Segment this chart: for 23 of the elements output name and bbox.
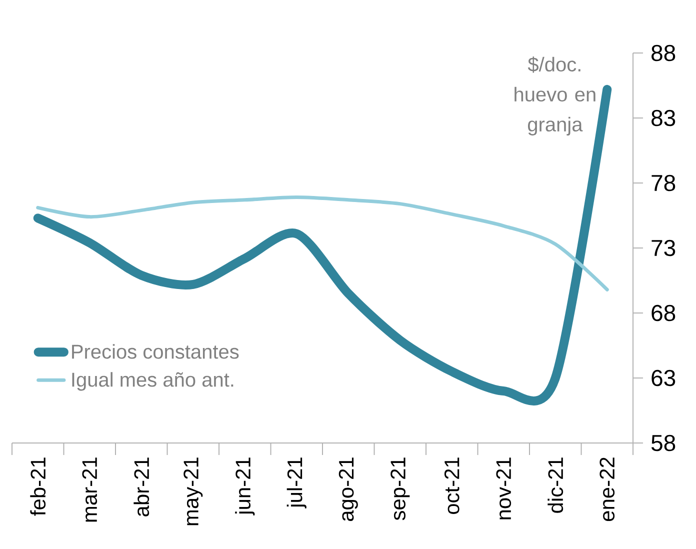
line-series: [36, 196, 609, 292]
y-tick-label: 63: [652, 370, 676, 386]
x-tick-label: abr-21: [134, 458, 150, 516]
legend-label: Precios constantes: [72, 344, 239, 359]
x-tick-label: oct-21: [444, 458, 460, 514]
y-tick-label: 73: [652, 240, 676, 256]
x-tick-label: sep-21: [390, 458, 410, 520]
y-tick-label: 78: [652, 174, 676, 192]
y-tick-label: 83: [652, 110, 676, 126]
x-tick-label: jul-21: [286, 458, 306, 508]
x-tick-label: ene-22: [600, 458, 615, 522]
x-tick-label: dic-21: [548, 458, 564, 513]
x-tick-label: mar-21: [82, 458, 98, 522]
y-axis-title: $/doc. huevo en granja: [514, 56, 596, 136]
legend-label: Igual mes año ant.: [72, 372, 234, 391]
y-tick-label: 58: [651, 434, 676, 452]
x-tick-label: may-21: [184, 458, 203, 526]
y-tick-label: 68: [652, 304, 676, 322]
x-tick-label: nov-21: [496, 458, 512, 520]
y-tick-label: 88: [652, 44, 676, 62]
x-tick-label: jun-21: [235, 458, 255, 516]
x-tick-label: feb-21: [30, 458, 46, 516]
x-tick-label: ago-21: [338, 458, 358, 522]
